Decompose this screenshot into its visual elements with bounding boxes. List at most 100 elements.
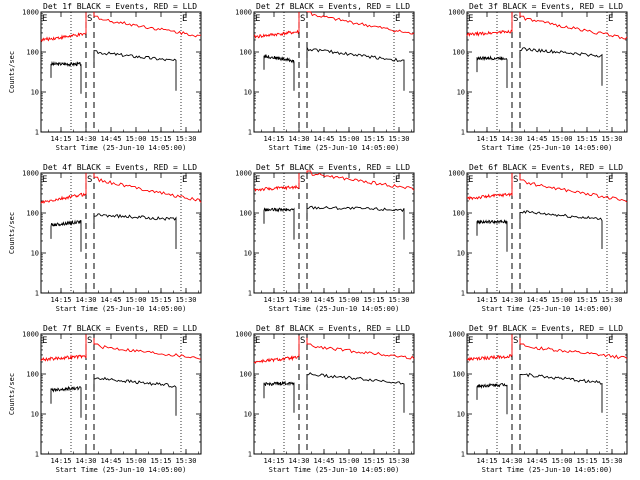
x-tick-label: 14:30 — [288, 457, 309, 465]
panel-title: Det 8f BLACK = Events, RED = LLD — [256, 324, 410, 333]
events-series-line — [263, 207, 295, 240]
y-tick-label: 1000 — [448, 331, 465, 339]
y-tick-label: 100 — [452, 371, 465, 379]
marker-label: E — [42, 14, 47, 24]
x-axis-label: Start Time (25-Jun-10 14:05:00) — [56, 144, 187, 152]
events-series-line — [50, 60, 82, 94]
panel-title: Det 2f BLACK = Events, RED = LLD — [256, 2, 410, 11]
plot-frame — [40, 172, 202, 294]
lld-series-line — [466, 12, 513, 37]
plot-frame — [466, 172, 628, 294]
marker-label: E — [182, 14, 187, 24]
x-tick-label: 14:30 — [75, 457, 96, 465]
y-tick-label: 100 — [26, 210, 39, 218]
y-tick-label: 1000 — [448, 9, 465, 17]
marker-label: S — [87, 336, 92, 346]
y-tick-label: 1 — [461, 129, 465, 137]
lld-series-line — [306, 11, 415, 35]
lld-series-line — [466, 334, 513, 362]
marker-label: S — [87, 14, 92, 24]
x-tick-label: 14:30 — [288, 135, 309, 143]
y-tick-label: 1000 — [235, 170, 252, 178]
x-axis-label: Start Time (25-Jun-10 14:05:00) — [482, 466, 613, 474]
x-tick-label: 15:15 — [363, 457, 384, 465]
panel-title: Det 3f BLACK = Events, RED = LLD — [469, 2, 623, 11]
marker-label: S — [300, 14, 305, 24]
x-tick-label: 14:30 — [501, 457, 522, 465]
panel-title: Det 6f BLACK = Events, RED = LLD — [469, 163, 623, 172]
x-tick-label: 14:15 — [263, 135, 284, 143]
x-tick-label: 15:30 — [175, 135, 196, 143]
plot-frame — [253, 172, 415, 294]
y-tick-label: 1000 — [22, 9, 39, 17]
x-tick-label: 14:30 — [75, 296, 96, 304]
plot-frame — [40, 333, 202, 455]
marker-label: E — [255, 14, 260, 24]
x-tick-label: 15:00 — [551, 135, 572, 143]
plot-frame — [466, 11, 628, 133]
panel-det-1: Det 1f BLACK = Events, RED = LLD 1 10 100 10… — [8, 2, 202, 152]
lld-series-line — [306, 170, 415, 191]
x-tick-label: 14:45 — [313, 296, 334, 304]
x-tick-label: 15:00 — [338, 135, 359, 143]
events-series-line — [263, 54, 295, 91]
x-tick-label: 14:15 — [50, 457, 71, 465]
events-series-line — [50, 385, 82, 418]
panel-det-9: Det 9f BLACK = Events, RED = LLD 1 10 100 10… — [448, 324, 628, 474]
marker-label: E — [182, 175, 187, 185]
x-tick-label: 14:15 — [263, 457, 284, 465]
marker-label: E — [42, 336, 47, 346]
x-tick-label: 14:15 — [50, 135, 71, 143]
x-tick-label: 15:30 — [388, 135, 409, 143]
y-tick-label: 1000 — [235, 9, 252, 17]
panel-title: Det 9f BLACK = Events, RED = LLD — [469, 324, 623, 333]
events-series-line — [519, 47, 603, 86]
marker-label: E — [395, 336, 400, 346]
x-tick-label: 14:45 — [313, 457, 334, 465]
y-tick-label: 100 — [239, 49, 252, 57]
events-series-line — [93, 50, 177, 91]
marker-label: E — [468, 14, 473, 24]
x-axis-label: Start Time (25-Jun-10 14:05:00) — [269, 466, 400, 474]
plot-frame — [253, 11, 415, 133]
marker-label: E — [608, 14, 613, 24]
x-tick-label: 15:30 — [601, 296, 622, 304]
y-tick-label: 1 — [248, 129, 252, 137]
x-tick-label: 15:30 — [388, 457, 409, 465]
x-axis-label: Start Time (25-Jun-10 14:05:00) — [269, 305, 400, 313]
lld-series-line — [40, 334, 87, 362]
x-tick-label: 14:45 — [100, 457, 121, 465]
lld-series-line — [519, 12, 628, 40]
x-axis-label: Start Time (25-Jun-10 14:05:00) — [269, 144, 400, 152]
x-axis-label: Start Time (25-Jun-10 14:05:00) — [482, 144, 613, 152]
lld-series-line — [466, 173, 513, 201]
x-axis-label: Start Time (25-Jun-10 14:05:00) — [56, 466, 187, 474]
y-tick-label: 100 — [26, 49, 39, 57]
y-tick-label: 1 — [248, 451, 252, 459]
marker-label: S — [87, 175, 92, 185]
y-tick-label: 1000 — [448, 170, 465, 178]
marker-label: S — [300, 336, 305, 346]
marker-label: E — [468, 336, 473, 346]
x-tick-label: 15:15 — [150, 135, 171, 143]
y-tick-label: 1 — [35, 451, 39, 459]
y-axis-label: Counts/sec — [8, 373, 16, 415]
x-axis-label: Start Time (25-Jun-10 14:05:00) — [482, 305, 613, 313]
marker-label: S — [513, 14, 518, 24]
plot-frame — [466, 333, 628, 455]
y-tick-label: 10 — [31, 89, 39, 97]
x-tick-label: 15:30 — [175, 296, 196, 304]
marker-label: E — [608, 175, 613, 185]
y-tick-label: 1 — [461, 290, 465, 298]
marker-label: E — [395, 175, 400, 185]
x-tick-label: 15:00 — [125, 296, 146, 304]
x-tick-label: 14:45 — [526, 296, 547, 304]
events-series-line — [306, 372, 405, 413]
x-tick-label: 14:45 — [526, 457, 547, 465]
x-axis-label: Start Time (25-Jun-10 14:05:00) — [56, 305, 187, 313]
y-tick-label: 1 — [461, 451, 465, 459]
events-series-line — [306, 47, 405, 91]
panel-det-5: Det 5f BLACK = Events, RED = LLD 1 10 100 10… — [235, 163, 415, 313]
y-tick-label: 100 — [239, 210, 252, 218]
x-tick-label: 15:15 — [363, 135, 384, 143]
